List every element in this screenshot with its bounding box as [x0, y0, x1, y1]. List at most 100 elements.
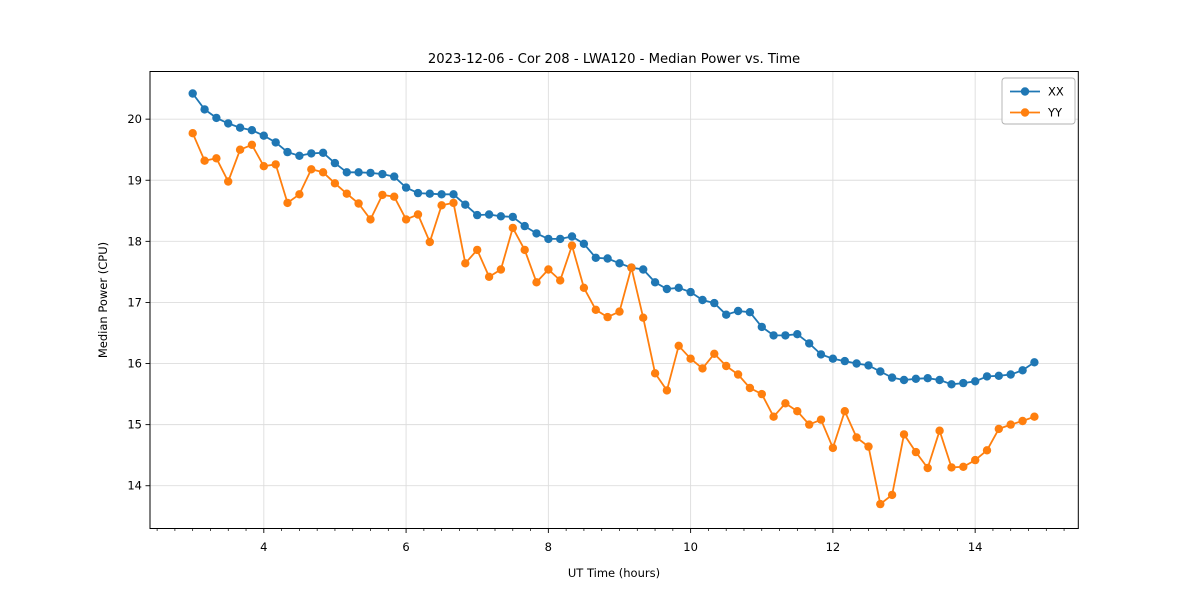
data-point: [271, 160, 280, 169]
x-axis-label: UT Time (hours): [568, 566, 660, 580]
data-point: [710, 298, 719, 308]
data-point: [484, 210, 494, 219]
data-point: [188, 129, 197, 138]
data-point: [484, 272, 494, 281]
data-point: [307, 165, 316, 174]
data-point: [793, 330, 802, 339]
data-point: [591, 253, 600, 262]
data-point: [366, 215, 375, 224]
data-point: [994, 424, 1003, 434]
data-point: [473, 210, 482, 220]
data-point: [342, 189, 351, 198]
data-point: [556, 276, 565, 285]
data-point: [437, 201, 446, 210]
y-tick-label: 15: [127, 418, 142, 432]
series-yy: [188, 129, 1039, 509]
data-point: [816, 415, 826, 424]
plot-series: [188, 89, 1039, 509]
data-point: [259, 162, 268, 171]
data-point: [1030, 358, 1039, 367]
data-point: [674, 341, 683, 350]
data-point: [769, 331, 778, 340]
data-point: [449, 198, 458, 208]
data-point: [722, 361, 731, 371]
data-point: [224, 119, 233, 128]
y-tick-label: 17: [127, 295, 142, 309]
data-point: [318, 148, 328, 157]
y-tick-label: 16: [127, 357, 142, 371]
data-point: [271, 138, 280, 147]
data-point: [532, 278, 541, 287]
y-axis-label: Median Power (CPU): [96, 242, 110, 358]
data-point: [603, 312, 612, 322]
data-point: [247, 140, 257, 149]
data-point: [330, 158, 340, 168]
data-point: [816, 350, 826, 359]
data-point: [425, 189, 434, 198]
x-tick-label: 12: [826, 540, 841, 554]
data-point: [674, 283, 683, 292]
data-point: [745, 308, 755, 317]
y-tick-label: 14: [127, 479, 142, 493]
legend-label-xx: XX: [1048, 85, 1064, 99]
data-point: [544, 234, 553, 244]
data-point: [982, 446, 992, 455]
data-point: [556, 234, 565, 244]
data-point: [212, 113, 221, 123]
legend-label-yy: YY: [1047, 106, 1063, 120]
data-point: [224, 177, 233, 186]
data-point: [911, 447, 921, 457]
data-point: [733, 306, 743, 316]
data-point: [710, 349, 719, 358]
data-point: [295, 190, 304, 199]
data-point: [520, 245, 529, 255]
data-point: [354, 199, 363, 208]
data-point: [283, 147, 292, 157]
data-point: [793, 407, 802, 416]
data-point: [911, 374, 921, 383]
data-point: [508, 212, 517, 222]
data-point: [437, 190, 446, 199]
data-point: [496, 265, 506, 274]
data-point: [686, 287, 695, 297]
data-point: [864, 361, 873, 370]
data-point: [390, 172, 399, 181]
data-point: [496, 212, 506, 221]
data-point: [840, 407, 849, 416]
data-point: [899, 375, 909, 385]
data-point: [401, 183, 411, 192]
data-point: [1006, 420, 1015, 429]
series-xx: [188, 89, 1039, 389]
data-point: [994, 371, 1003, 380]
data-point: [200, 105, 209, 114]
data-point: [971, 377, 980, 386]
data-point: [567, 232, 577, 241]
data-point: [579, 239, 589, 248]
data-point: [413, 210, 423, 219]
data-point: [923, 463, 932, 473]
data-point: [520, 221, 529, 231]
data-point: [947, 463, 956, 472]
data-point: [615, 259, 624, 268]
data-point: [567, 241, 577, 250]
data-point: [354, 168, 363, 177]
data-point: [532, 229, 541, 238]
data-point: [449, 190, 458, 199]
data-point: [259, 131, 268, 140]
data-point: [188, 89, 197, 98]
y-tick-label: 20: [127, 112, 142, 126]
x-tick-label: 8: [545, 540, 552, 554]
data-point: [745, 383, 755, 393]
data-point: [757, 389, 766, 399]
data-point: [615, 307, 624, 316]
data-point: [840, 356, 849, 366]
data-point: [805, 420, 814, 429]
data-point: [461, 200, 470, 209]
data-point: [805, 339, 814, 348]
x-tick-label: 6: [402, 540, 409, 554]
data-point: [722, 310, 731, 319]
y-tick-label: 19: [127, 173, 142, 187]
data-point: [828, 443, 838, 453]
